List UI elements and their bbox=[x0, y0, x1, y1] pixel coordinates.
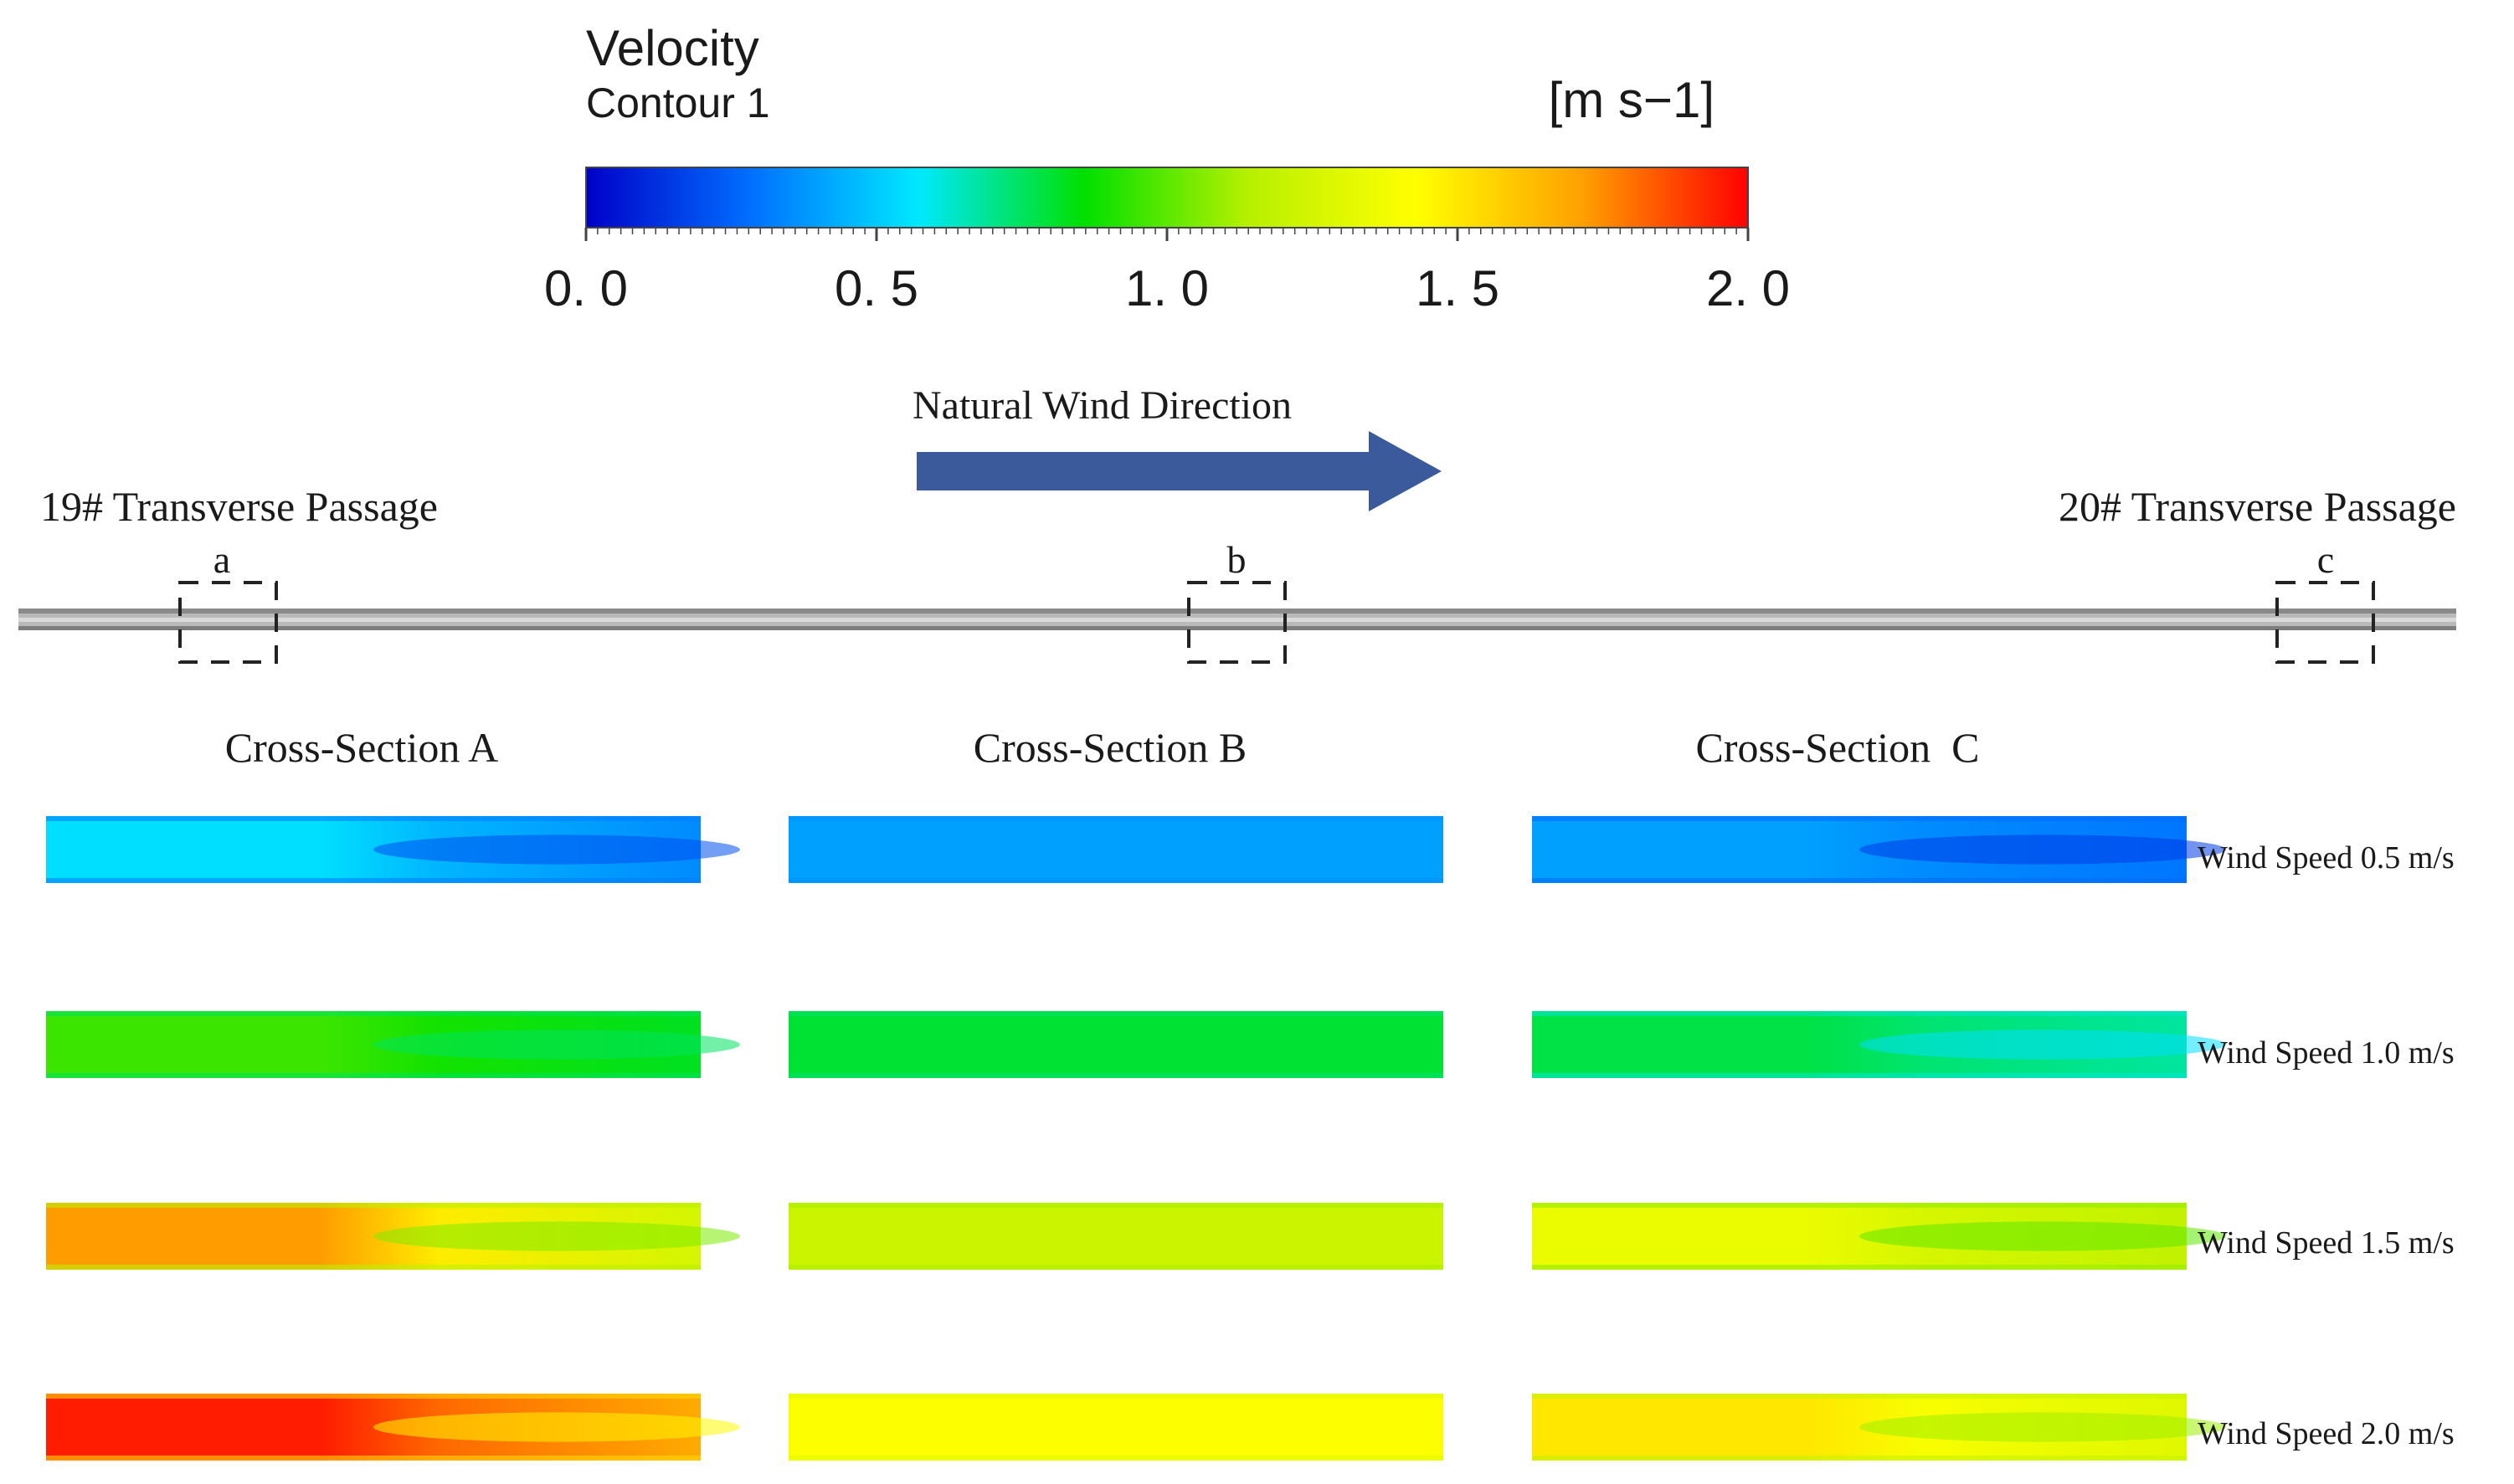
contour-wall-layer bbox=[46, 1265, 701, 1270]
contour-core-band bbox=[1859, 1221, 2226, 1251]
contour-core-band bbox=[1859, 834, 2226, 865]
wind-direction: Natural Wind Direction bbox=[913, 383, 1442, 511]
contour-wall-layer bbox=[1532, 1203, 2187, 1208]
contour-wall-layer bbox=[789, 1394, 1443, 1399]
contour-wall-layer bbox=[789, 816, 1443, 821]
contour-cell bbox=[789, 1394, 1443, 1461]
legend-colorbar bbox=[585, 167, 1749, 229]
marker-box-a: a bbox=[178, 538, 278, 664]
marker-label-c: c bbox=[2317, 538, 2334, 581]
contour-wall-layer bbox=[1532, 1265, 2187, 1270]
contour-wall-layer bbox=[789, 1011, 1443, 1016]
wind-direction-arrow bbox=[917, 431, 1442, 511]
contour-core-band bbox=[373, 1412, 740, 1442]
contour-wall-layer bbox=[789, 1203, 1443, 1208]
column-heading-a: Cross-Section A bbox=[225, 724, 498, 771]
row-labels: Wind Speed 0.5 m/s Wind Speed 1.0 m/s Wi… bbox=[2198, 840, 2455, 1451]
row-label-2: Wind Speed 1.5 m/s bbox=[2198, 1225, 2455, 1261]
row-label-3: Wind Speed 2.0 m/s bbox=[2198, 1416, 2455, 1451]
contour-wall-layer bbox=[1532, 878, 2187, 883]
row-label-1: Wind Speed 1.0 m/s bbox=[2198, 1035, 2455, 1071]
legend-colorbar-ticks bbox=[584, 228, 1750, 241]
contour-core-band bbox=[373, 1221, 740, 1251]
contour-cell bbox=[789, 1203, 1443, 1270]
contour-core-band bbox=[1859, 1030, 2226, 1060]
column-heading-b: Cross-Section B bbox=[974, 724, 1247, 771]
tunnel-tube bbox=[18, 608, 2456, 630]
tunnel-overview: 19# Transverse Passage 20# Transverse Pa… bbox=[18, 483, 2456, 664]
contour-wall-layer bbox=[1532, 1073, 2187, 1078]
contour-wall-layer bbox=[1532, 1394, 2187, 1399]
contour-core-band bbox=[373, 834, 740, 865]
cross-section-headings: Cross-Section A Cross-Section B Cross-Se… bbox=[225, 724, 1980, 771]
marker-box-c: c bbox=[2275, 538, 2375, 664]
contour-wall-layer bbox=[789, 1073, 1443, 1078]
left-passage-label: 19# Transverse Passage bbox=[40, 483, 438, 530]
colorbar-tick-label: 2. 0 bbox=[1706, 260, 1790, 316]
contour-wall-layer bbox=[46, 1203, 701, 1208]
row-label-0: Wind Speed 0.5 m/s bbox=[2198, 840, 2455, 876]
contour-wall-layer bbox=[1532, 1011, 2187, 1016]
contour-wall-layer bbox=[789, 878, 1443, 883]
legend-title: Velocity bbox=[586, 20, 759, 76]
contour-wall-layer bbox=[46, 1394, 701, 1399]
contour-wall-layer bbox=[46, 816, 701, 821]
contour-wall-layer bbox=[789, 1265, 1443, 1270]
colorbar-tick-label: 0. 0 bbox=[544, 260, 628, 316]
cross-section-contour-grid bbox=[46, 816, 2226, 1461]
right-passage-label: 20# Transverse Passage bbox=[2059, 483, 2456, 530]
marker-label-b: b bbox=[1227, 538, 1247, 581]
legend-unit: [m s−1] bbox=[1549, 72, 1715, 128]
contour-core-band bbox=[373, 1030, 740, 1060]
contour-cell bbox=[789, 1011, 1443, 1078]
contour-wall-layer bbox=[46, 1456, 701, 1461]
colorbar-tick-label: 1. 5 bbox=[1416, 260, 1499, 316]
contour-wall-layer bbox=[46, 878, 701, 883]
column-heading-c: Cross-Section C bbox=[1696, 724, 1980, 771]
colorbar-tick-label: 0. 5 bbox=[835, 260, 918, 316]
velocity-legend: Velocity Contour 1 [m s−1] 0. 0 0. 5 1. 0 1… bbox=[544, 20, 1790, 316]
contour-wall-layer bbox=[46, 1073, 701, 1078]
wind-direction-label: Natural Wind Direction bbox=[913, 383, 1292, 428]
legend-tick-labels: 0. 0 0. 5 1. 0 1. 5 2. 0 bbox=[544, 260, 1790, 316]
colorbar-tick-label: 1. 0 bbox=[1125, 260, 1209, 316]
contour-cell bbox=[789, 816, 1443, 883]
contour-wall-layer bbox=[46, 1011, 701, 1016]
contour-core-band bbox=[1859, 1412, 2226, 1442]
marker-box-b: b bbox=[1187, 538, 1287, 664]
contour-wall-layer bbox=[1532, 1456, 2187, 1461]
marker-label-a: a bbox=[213, 538, 230, 581]
legend-subtitle: Contour 1 bbox=[586, 80, 770, 126]
contour-wall-layer bbox=[789, 1456, 1443, 1461]
contour-wall-layer bbox=[1532, 816, 2187, 821]
